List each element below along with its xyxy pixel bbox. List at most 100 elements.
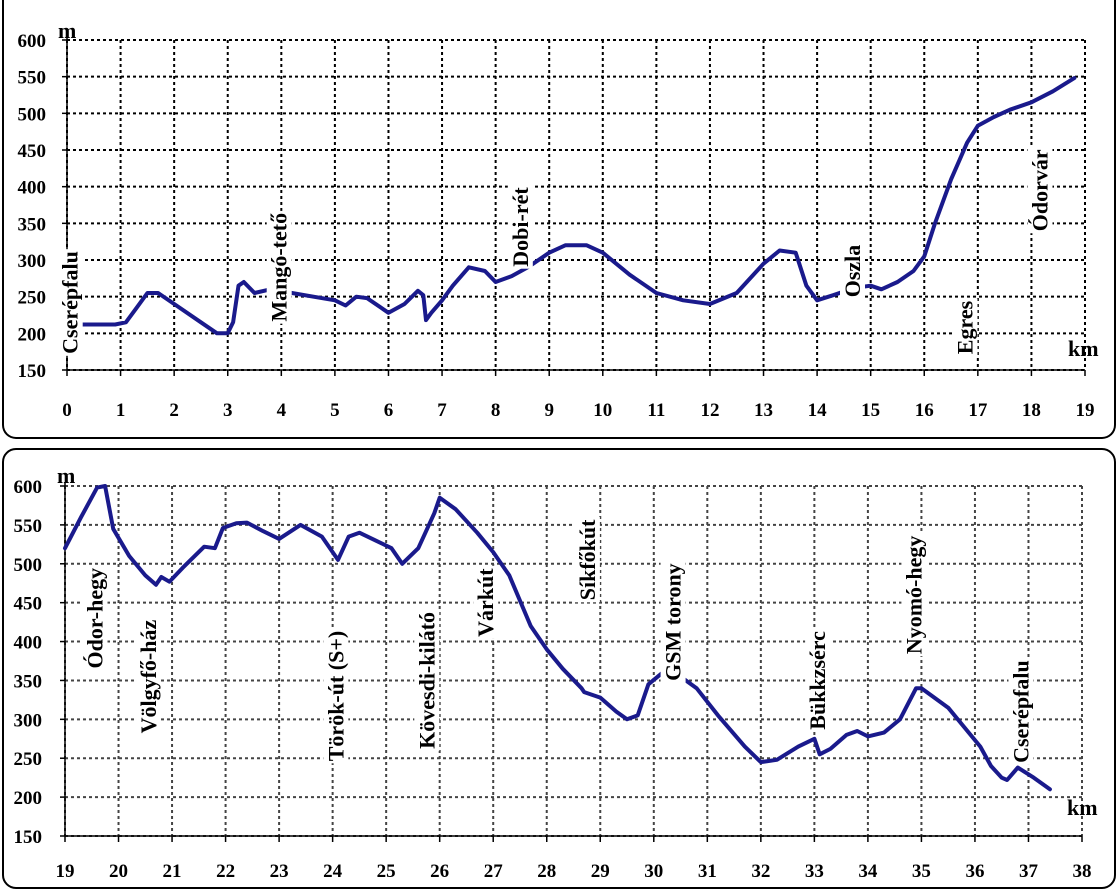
x-tick-label: 3: [223, 400, 233, 421]
grid: [64, 485, 1083, 837]
x-tick-label: 37: [1019, 861, 1039, 882]
x-tick-label: 16: [915, 400, 934, 421]
y-tick-label: 350: [18, 214, 47, 235]
place-label: Ódorvár: [1028, 149, 1053, 231]
y-tick-label: 250: [18, 288, 47, 309]
y-tick-label: 450: [14, 594, 43, 615]
place-label-bg: [952, 298, 978, 357]
place-label: Cserépfalu: [1009, 660, 1034, 763]
y-tick-label: 300: [14, 710, 43, 731]
x-tick-label: 25: [377, 861, 396, 882]
place-label-bg: [414, 609, 440, 751]
y-tick-label: 600: [18, 31, 47, 52]
place-label-bg: [82, 565, 108, 671]
x-tick-label: 5: [330, 400, 340, 421]
x-tick-label: 32: [751, 861, 770, 882]
place-label-bg: [805, 628, 831, 732]
x-tick-label: 24: [323, 861, 343, 882]
place-label: Kövesdi-kilátó: [414, 612, 439, 749]
x-tick-label: 20: [109, 861, 128, 882]
y-axis-label: m: [57, 463, 75, 488]
x-tick-label: 10: [593, 400, 612, 421]
x-tick-label: 14: [808, 400, 828, 421]
x-tick-label: 15: [861, 400, 880, 421]
x-tick-label: 6: [384, 400, 394, 421]
place-label-bg: [266, 210, 292, 324]
place-label: Nyomó-hegy: [901, 536, 926, 655]
x-tick-label: 23: [270, 861, 289, 882]
place-label: Várkút: [473, 568, 498, 637]
y-tick-label: 150: [14, 827, 43, 848]
x-tick-label: 1: [116, 400, 126, 421]
x-tick-label: 22: [216, 861, 235, 882]
elevation-profile-line: [63, 484, 1052, 792]
x-tick-label: 4: [277, 400, 287, 421]
x-tick-label: 19: [56, 861, 75, 882]
place-label: GSM torony: [661, 563, 686, 681]
x-tick-label: 36: [965, 861, 984, 882]
elevation-profile-panel-1: [2, 0, 1116, 439]
place-label: Völgyfő-ház: [136, 620, 161, 734]
place-label-bg: [57, 249, 83, 356]
x-tick-label: 2: [169, 400, 179, 421]
place-label-bg: [136, 617, 161, 736]
x-tick-label: 13: [754, 400, 773, 421]
x-tick-label: 29: [591, 861, 610, 882]
x-tick-label: 0: [62, 400, 72, 421]
y-tick-label: 500: [18, 104, 47, 125]
y-tick-label: 300: [18, 251, 47, 272]
y-tick-label: 250: [14, 749, 43, 770]
x-tick-label: 17: [968, 400, 988, 421]
place-label: Síkfőkút: [575, 519, 600, 600]
x-tick-label: 11: [647, 400, 665, 421]
place-label: Mangó-tető: [267, 213, 292, 322]
grid: [66, 39, 1086, 371]
place-label-bg: [901, 533, 927, 657]
y-tick-label: 550: [14, 516, 43, 537]
y-tick-label: 350: [14, 671, 43, 692]
y-tick-label: 200: [18, 324, 47, 345]
x-tick-label: 28: [537, 861, 556, 882]
x-tick-label: 27: [484, 861, 504, 882]
place-label-bg: [574, 516, 600, 603]
y-tick-label: 400: [18, 178, 47, 199]
chart-2: 19 20 21 22 23 24 25 26 27 28 29 30 31 32 33 34 35 36 37 38…: [14, 463, 1098, 882]
place-label: Cserépfalu: [58, 251, 83, 354]
place-label: Török-út (S+): [323, 631, 348, 762]
place-label-bg: [507, 184, 533, 269]
y-tick-label: 150: [18, 361, 47, 382]
x-tick-label: 38: [1073, 861, 1092, 882]
y-tick-label: 600: [14, 477, 43, 498]
y-axis-label: m: [58, 18, 76, 43]
x-tick-label: 30: [644, 861, 663, 882]
place-label: Ódor-hegy: [83, 568, 108, 669]
x-tick-label: 33: [805, 861, 824, 882]
elevation-profile-panel-2: [2, 448, 1116, 889]
x-tick-label: 19: [1076, 400, 1095, 421]
y-tick-label: 400: [14, 633, 43, 654]
y-tick-label: 550: [18, 68, 47, 89]
place-label: Dobi-rét: [508, 187, 533, 267]
place-label-bg: [1008, 658, 1034, 765]
place-label-bg: [660, 561, 686, 683]
x-tick-label: 9: [544, 400, 554, 421]
elevation-profile-line: [65, 76, 1077, 336]
place-label-bg: [473, 565, 499, 639]
x-tick-label: 34: [858, 861, 878, 882]
place-label-bg: [840, 242, 865, 300]
x-tick-label: 31: [698, 861, 717, 882]
place-label: Bükkzsérc: [805, 631, 830, 730]
x-tick-label: 8: [491, 400, 501, 421]
x-tick-label: 21: [163, 861, 182, 882]
place-label: Oszla: [840, 245, 865, 298]
y-tick-label: 200: [14, 788, 43, 809]
place-label-bg: [323, 628, 349, 764]
y-tick-label: 450: [18, 141, 47, 162]
x-tick-label: 26: [430, 861, 449, 882]
x-tick-label: 18: [1022, 400, 1041, 421]
x-tick-label: 35: [912, 861, 931, 882]
x-tick-label: 7: [437, 400, 447, 421]
y-tick-label: 500: [14, 555, 43, 576]
chart-1: 0 1 2 3 4 5 6 7 8 9 10 11 12 13 14 15 16 17 18 191502002503…: [18, 18, 1099, 421]
